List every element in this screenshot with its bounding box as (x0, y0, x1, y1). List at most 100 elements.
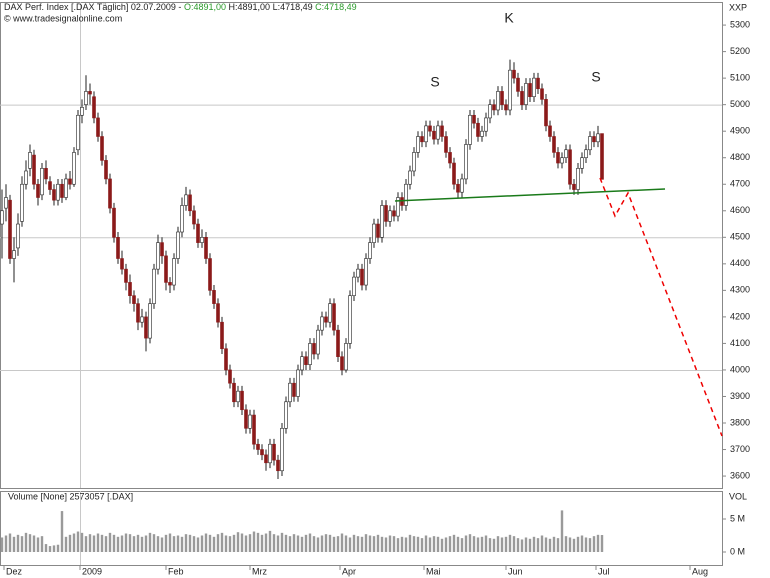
candle-body (428, 125, 432, 132)
y-tick-label: 5200 (730, 46, 750, 56)
volume-bar (312, 536, 316, 552)
volume-bar (324, 534, 328, 552)
y-tick-label: 4700 (730, 179, 750, 189)
volume-bar (156, 536, 160, 552)
candle-body (600, 133, 604, 180)
volume-bar (480, 536, 484, 552)
candle-body (396, 197, 400, 217)
volume-bar (108, 532, 112, 552)
volume-bar (220, 532, 224, 552)
candle-body (24, 170, 28, 185)
y-tick-label: 3800 (730, 417, 750, 427)
volume-bar (212, 536, 216, 552)
header: DAX Perf. Index [.DAX Täglich] 02.07.200… (4, 2, 357, 12)
candle-body (272, 443, 276, 461)
volume-bar (232, 534, 236, 552)
volume-bar (320, 535, 324, 552)
volume-bar (560, 510, 564, 552)
candle-body (12, 250, 16, 259)
volume-bar (500, 537, 504, 552)
candle-body (16, 223, 20, 249)
x-tick-label: 2009 (82, 566, 102, 576)
volume-bar (524, 537, 528, 552)
candle-body (128, 282, 132, 296)
candle-body (432, 130, 436, 140)
header-high: H:4891,00 (229, 2, 271, 12)
candle-body (80, 107, 84, 116)
y-tick-label: 3600 (730, 470, 750, 480)
volume-bar (564, 536, 568, 552)
volume-bar (540, 535, 544, 552)
volume-unit: VOL (729, 491, 747, 501)
volume-bar (60, 511, 64, 552)
volume-bar (164, 534, 168, 552)
y-tick-label: 4000 (730, 364, 750, 374)
volume-bar (468, 534, 472, 552)
volume-bar (356, 536, 360, 552)
volume-bar (116, 536, 120, 552)
volume-bar (244, 535, 248, 552)
y-tick-label: 4200 (730, 311, 750, 321)
volume-bar (504, 536, 508, 552)
candle-body (76, 114, 80, 151)
candle-body (304, 356, 308, 365)
volume-bar (168, 533, 172, 552)
candle-body (280, 428, 284, 472)
candle-body (236, 390, 240, 403)
candle-body (60, 183, 64, 198)
candle-body (460, 178, 464, 193)
volume-bar (20, 536, 24, 552)
candle-body (376, 223, 380, 238)
y-tick-label: 4100 (730, 338, 750, 348)
y-tick-label: 4500 (730, 232, 750, 242)
volume-bar (600, 535, 604, 552)
volume-bar (556, 538, 560, 552)
header-low: L:4718,49 (273, 2, 313, 12)
volume-bar (56, 544, 60, 552)
volume-bar (12, 536, 16, 552)
volume-bar (148, 532, 152, 552)
volume-bar (548, 538, 552, 552)
candle-body (48, 181, 52, 190)
candle-body (96, 117, 100, 137)
volume-bar (80, 532, 84, 552)
volume-bar (348, 537, 352, 552)
volume-bar (268, 530, 272, 552)
volume-bar (368, 535, 372, 552)
y-tick-label: 4900 (730, 126, 750, 136)
volume-bar (16, 534, 20, 552)
candle-body (176, 231, 180, 259)
volume-bar (236, 532, 240, 552)
price-panel (0, 2, 723, 489)
volume-bar (508, 534, 512, 552)
volume-bar (472, 536, 476, 552)
volume-bar (360, 536, 364, 552)
candle-body (20, 183, 24, 222)
volume-bar (176, 535, 180, 552)
candle-body (256, 443, 260, 450)
candle-body (580, 157, 584, 169)
candle-body (492, 104, 496, 111)
candle-body (148, 303, 152, 339)
volume-bar (464, 535, 468, 552)
candle-body (388, 210, 392, 222)
volume-bar (120, 535, 124, 552)
volume-bar (132, 536, 136, 552)
candle-body (288, 382, 292, 403)
volume-bar (72, 533, 76, 552)
candle-body (456, 183, 460, 193)
volume-bars (0, 510, 604, 552)
volume-bar (280, 532, 284, 552)
volume-bar (440, 538, 444, 552)
candle-body (444, 136, 448, 153)
candle-body (0, 210, 4, 225)
y-tick-label: 4400 (730, 258, 750, 268)
candle-body (172, 258, 176, 286)
candle-body (416, 136, 420, 153)
volume-bar (284, 534, 288, 552)
volume-bar (248, 534, 252, 552)
volume-bar (592, 536, 596, 552)
volume-bar (68, 534, 72, 552)
candle-body (400, 197, 404, 206)
candle-body (8, 199, 12, 259)
